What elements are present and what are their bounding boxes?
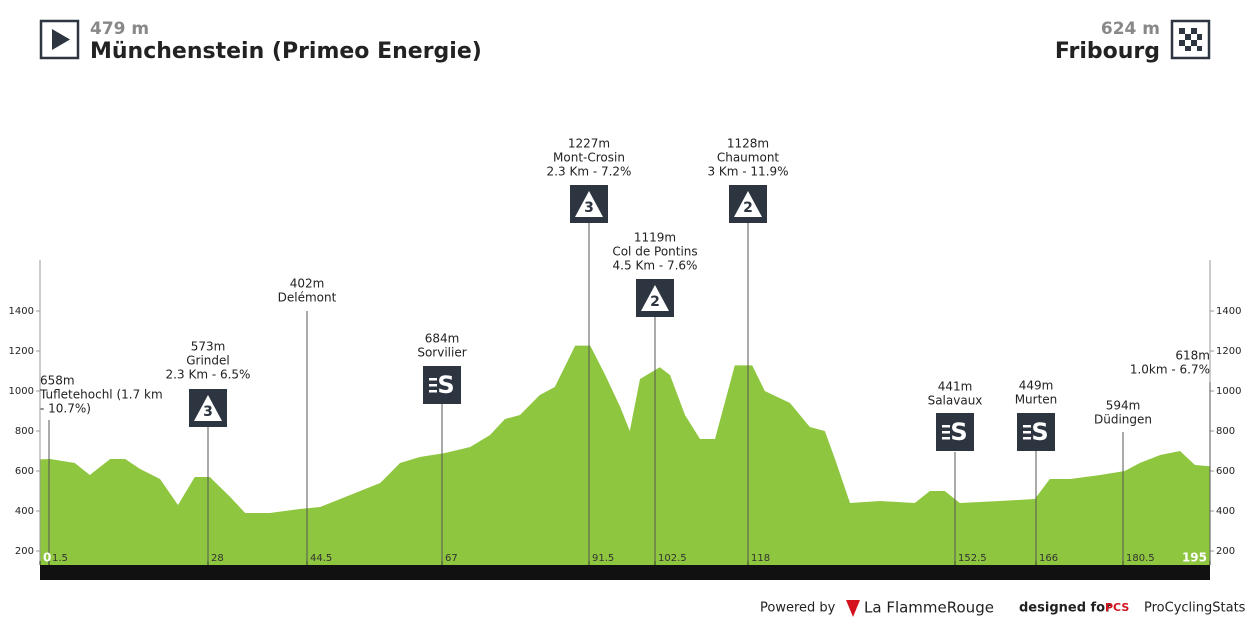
sprint-line [1023, 425, 1031, 428]
badge-label: S [1031, 418, 1048, 446]
start-arrow [52, 29, 70, 50]
badge-label: S [437, 371, 454, 399]
annotation-text: Grindel [186, 354, 230, 368]
annotation-text: 1119m [634, 231, 676, 245]
annotation-text: 2.3 Km - 6.5% [166, 368, 251, 382]
x-tick-label: 28 [211, 553, 224, 564]
badge-triangle [194, 395, 222, 421]
x-tick-label: 180.5 [1126, 553, 1155, 564]
y-tick-label: 1000 [9, 386, 34, 397]
annotation-text: Murten [1015, 393, 1058, 407]
sprint-line [429, 378, 437, 381]
x-tick-label: 1.5 [52, 553, 68, 564]
y-tick-label: 400 [15, 506, 34, 517]
sprint-line [429, 384, 437, 387]
y-tick-label: 1000 [1216, 386, 1241, 397]
y-tick-label: 200 [1216, 546, 1235, 557]
annotation-text: 3 Km - 11.9% [707, 165, 788, 179]
distance-bar [40, 565, 1210, 580]
annotation-text: 4.5 Km - 7.6% [613, 259, 698, 273]
annotation-text: 573m [191, 340, 226, 354]
x-tick-label: 152.5 [958, 553, 987, 564]
x-tick-label: 44.5 [310, 553, 332, 564]
annotation-text: - 10.7%) [40, 402, 91, 416]
y-tick-label: 800 [15, 426, 34, 437]
annotation-text: Delémont [278, 291, 337, 305]
sprint-line [1023, 437, 1031, 440]
sprint-line [942, 425, 950, 428]
annotation-text: Col de Pontins [612, 245, 697, 259]
annotation-text: 1128m [727, 137, 769, 151]
badge-label: 3 [584, 200, 594, 216]
sprint-line [1023, 431, 1031, 434]
y-tick-label: 1200 [9, 346, 34, 357]
plot: 200 200 400 400 600 600 800 800 1000 1000 1200 1200… [9, 137, 1241, 580]
sprint-line [942, 437, 950, 440]
badge-triangle [641, 285, 669, 311]
annotation-text: 684m [425, 332, 460, 346]
badge-triangle [734, 191, 762, 217]
x-tick-label: 67 [445, 553, 458, 564]
designed-for: designed for [1019, 601, 1112, 616]
x-tick-label: 118 [751, 553, 770, 564]
annotation-text: Düdingen [1094, 413, 1152, 427]
y-tick-label: 800 [1216, 426, 1235, 437]
powered-by: Powered by [760, 601, 836, 616]
brand: La FlammeRouge [864, 599, 994, 617]
annotation-text: Sorvilier [417, 346, 466, 360]
y-tick-label: 600 [15, 466, 34, 477]
annotation-text: Salavaux [928, 394, 983, 408]
y-tick-label: 400 [1216, 506, 1235, 517]
start-icon [39, 19, 80, 60]
start-altitude: 479 m [90, 19, 149, 39]
annotation-text: 1.0km - 6.7% [1130, 363, 1210, 377]
annotation-text: Chaumont [717, 151, 780, 165]
x-tick-label: 195 [1182, 551, 1207, 565]
y-tick-label: 200 [15, 546, 34, 557]
start-name: Münchenstein (Primeo Energie) [90, 39, 482, 64]
annotation-text: 618m [1175, 349, 1210, 363]
pcs-name: ProCyclingStats [1144, 601, 1246, 616]
x-tick-label: 0 [43, 551, 51, 565]
badge-label: 2 [650, 294, 660, 310]
badge-label: 3 [203, 404, 213, 420]
pcs-logo: PCS [1105, 601, 1129, 614]
badge-label: 2 [743, 200, 753, 216]
elevation-area [40, 345, 1210, 565]
annotation-text: 2.3 Km - 7.2% [547, 165, 632, 179]
annotation-text: 441m [938, 380, 973, 394]
annotation-text: 402m [290, 277, 325, 291]
finish-name: Fribourg [1055, 39, 1160, 64]
x-tick-label: 91.5 [592, 553, 614, 564]
badge-triangle [575, 191, 603, 217]
badge-label: S [950, 418, 967, 446]
annotation-text: 594m [1106, 399, 1141, 413]
y-tick-label: 1200 [1216, 346, 1241, 357]
annotation-text: Tufletehochl (1.7 km [39, 388, 163, 402]
sprint-line [429, 390, 437, 393]
checkered-flag [1179, 28, 1202, 51]
x-tick-label: 102.5 [658, 553, 687, 564]
flamme-logo [846, 600, 860, 617]
annotation-text: 1227m [568, 137, 610, 151]
y-tick-label: 1400 [1216, 306, 1241, 317]
sprint-line [942, 431, 950, 434]
finish-altitude: 624 m [1101, 19, 1160, 39]
y-tick-label: 1400 [9, 306, 34, 317]
annotation-text: 449m [1019, 379, 1054, 393]
annotation-text: 658m [40, 374, 75, 388]
y-tick-label: 600 [1216, 466, 1235, 477]
annotation-text: Mont-Crosin [553, 151, 625, 165]
x-tick-label: 166 [1039, 553, 1058, 564]
